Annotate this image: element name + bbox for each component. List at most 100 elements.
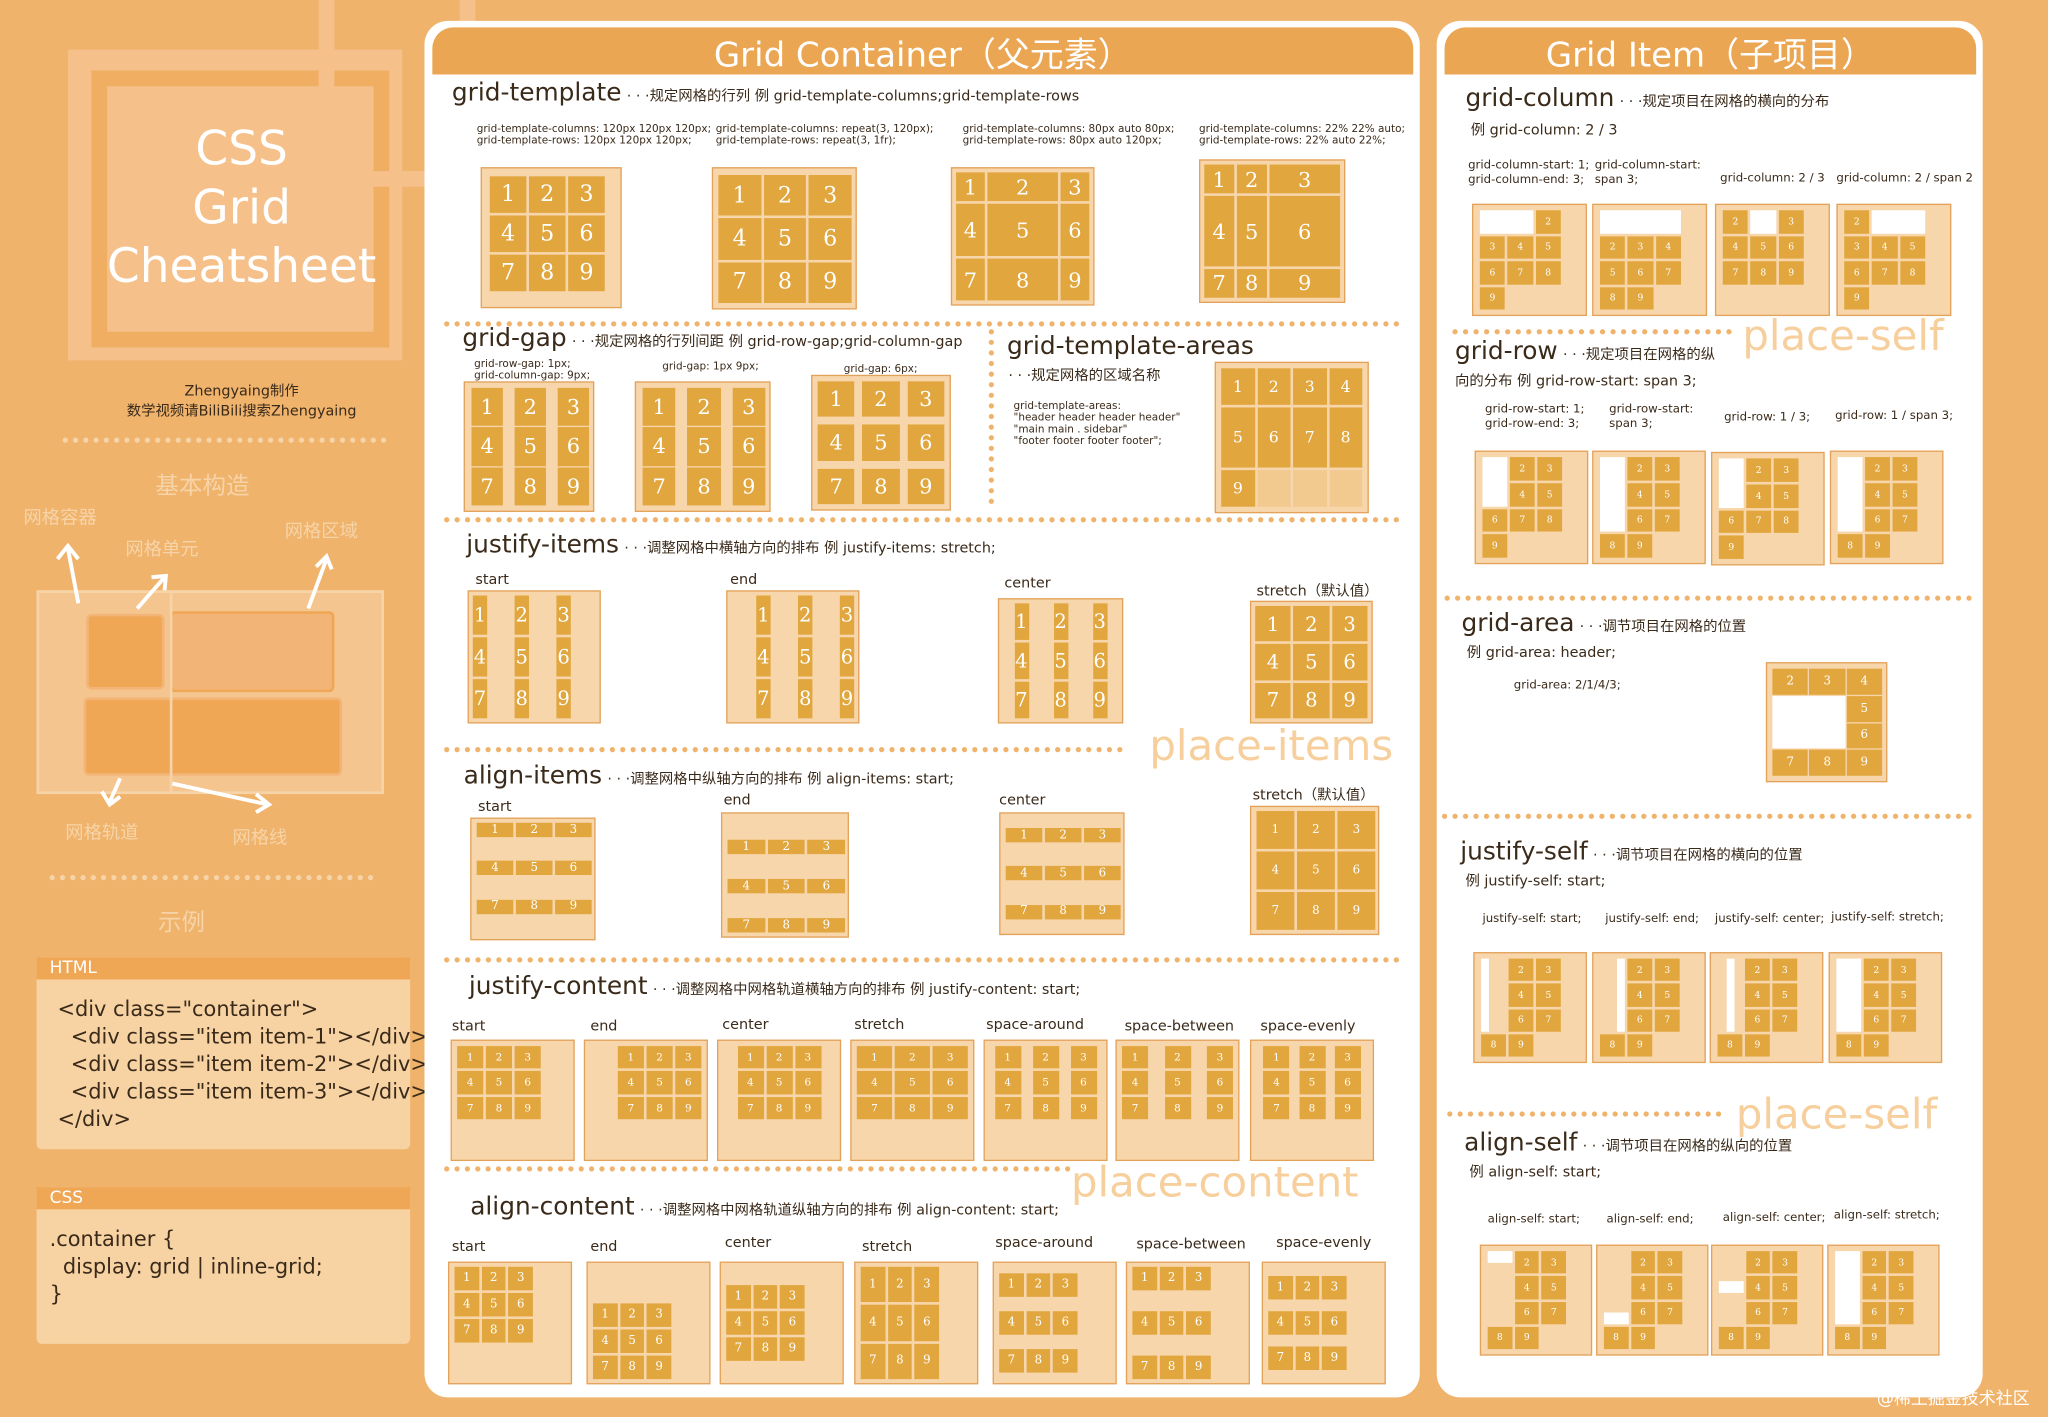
grid-cell: 1 <box>737 1046 764 1069</box>
grid-cell: 3 <box>557 387 590 427</box>
align-items-label-2: end <box>723 791 751 809</box>
arrow-right-icon <box>171 781 273 815</box>
grid-cell: 3 <box>556 595 571 635</box>
grid-cell: 9 <box>675 1096 702 1120</box>
grid-cell: 8 <box>485 1096 512 1120</box>
highlighted-item <box>1718 458 1744 508</box>
grid-cell: 1 <box>592 1303 618 1327</box>
grid-cell: 3 <box>1206 1046 1233 1069</box>
grid-cell: 4 <box>489 215 527 253</box>
grid-row-title: grid-row <box>1455 336 1558 366</box>
author-note: 数学视频请BiliBili搜索Zhengyaing <box>126 402 357 420</box>
grid-cell: 8 <box>1599 534 1625 558</box>
grid-cell: 3 <box>1773 458 1799 482</box>
grid-row-desc: · · ·规定项目在网格的纵 <box>1562 346 1716 364</box>
css-code: .container { display: grid | inline-grid… <box>49 1226 323 1306</box>
grid-cell: 8 <box>515 899 553 914</box>
grid-cell: 9 <box>1092 681 1107 719</box>
grid-cell: 2 <box>646 1046 673 1069</box>
grid-cell: 7 <box>1005 904 1043 920</box>
grid-cell: 5 <box>753 1311 778 1335</box>
highlighted-item <box>1750 210 1776 234</box>
grid-cell: 7 <box>454 1319 479 1343</box>
grid-cell: 7 <box>726 1337 751 1361</box>
grid-cell: 8 <box>1717 1034 1743 1057</box>
grid-diagram <box>36 590 384 795</box>
divider <box>62 437 387 443</box>
grid-cell: 1 <box>999 1272 1024 1297</box>
grid-cell: 8 <box>514 467 546 506</box>
grid-cell: 8 <box>1603 1326 1629 1350</box>
grid-cell: 9 <box>1334 1096 1361 1120</box>
grid-cell: 7 <box>1263 1096 1290 1120</box>
justify-content-title: justify-content <box>468 971 648 1001</box>
grid-cell: 6 <box>1627 508 1653 532</box>
grid-cell: 1 <box>457 1046 484 1069</box>
grid-cell: 4 <box>1255 644 1291 680</box>
grid-cell: 1 <box>642 387 676 427</box>
grid-cell: 4 <box>718 218 762 260</box>
grid-cell: 6 <box>1337 851 1376 890</box>
grid-cell: 4 <box>1744 983 1770 1007</box>
grid-cell: 2 <box>1535 210 1561 234</box>
grid-cell: 3 <box>1627 235 1654 259</box>
grid-cell: 5 <box>687 427 721 466</box>
grid-cell: 8 <box>1481 1034 1506 1057</box>
grid-cell: 8 <box>767 918 805 933</box>
grid-cell: 3 <box>1053 1272 1078 1297</box>
grid-cell: 7 <box>1889 1301 1914 1324</box>
align-content-title: align-content <box>470 1192 635 1222</box>
grid-cell: 7 <box>457 1096 484 1120</box>
grid-cell: 4 <box>860 1305 886 1341</box>
grid-cell: 4 <box>1121 1071 1149 1094</box>
grid-cell: 9 <box>1053 1349 1078 1374</box>
grid-cell: 6 <box>1322 1311 1347 1335</box>
grid-cell: 5 <box>1750 235 1776 259</box>
grid-cell: 4 <box>454 1292 479 1317</box>
grid-cell: 8 <box>514 679 529 719</box>
align-self-label-3: align-self: center; <box>1722 1211 1826 1226</box>
grid-cell: 3 <box>1537 457 1563 481</box>
grid-cell: 9 <box>1070 1096 1097 1120</box>
grid-cell: 9 <box>1269 268 1341 298</box>
grid-cell: 7 <box>856 1096 893 1120</box>
grid-cell: 4 <box>1014 642 1029 680</box>
grid-cell: 1 <box>856 1046 893 1069</box>
grid-cell: 2 <box>763 175 807 216</box>
grid-cell: 3 <box>1891 958 1917 982</box>
grid-cell: 9 <box>839 679 855 719</box>
justify-items-title: justify-items <box>466 530 619 559</box>
grid-cell: 5 <box>767 878 805 894</box>
grid-cell: 4 <box>1655 235 1681 259</box>
justify-content-label-3: center <box>722 1016 769 1034</box>
grid-template-header: grid-template · · ·规定网格的行列 例 grid-templat… <box>452 78 1079 107</box>
arrow-up-right-icon <box>135 573 169 610</box>
grid-cell: 1 <box>489 176 527 213</box>
grid-row-label-4: grid-row: 1 / span 3; <box>1835 410 1954 424</box>
grid-cell: 6 <box>932 1071 968 1094</box>
grid-cell: 7 <box>471 467 503 506</box>
grid-cell: 2 <box>687 387 721 427</box>
grid-cell: 4 <box>1630 1276 1656 1299</box>
grid-cell: 2 <box>1159 1266 1184 1291</box>
